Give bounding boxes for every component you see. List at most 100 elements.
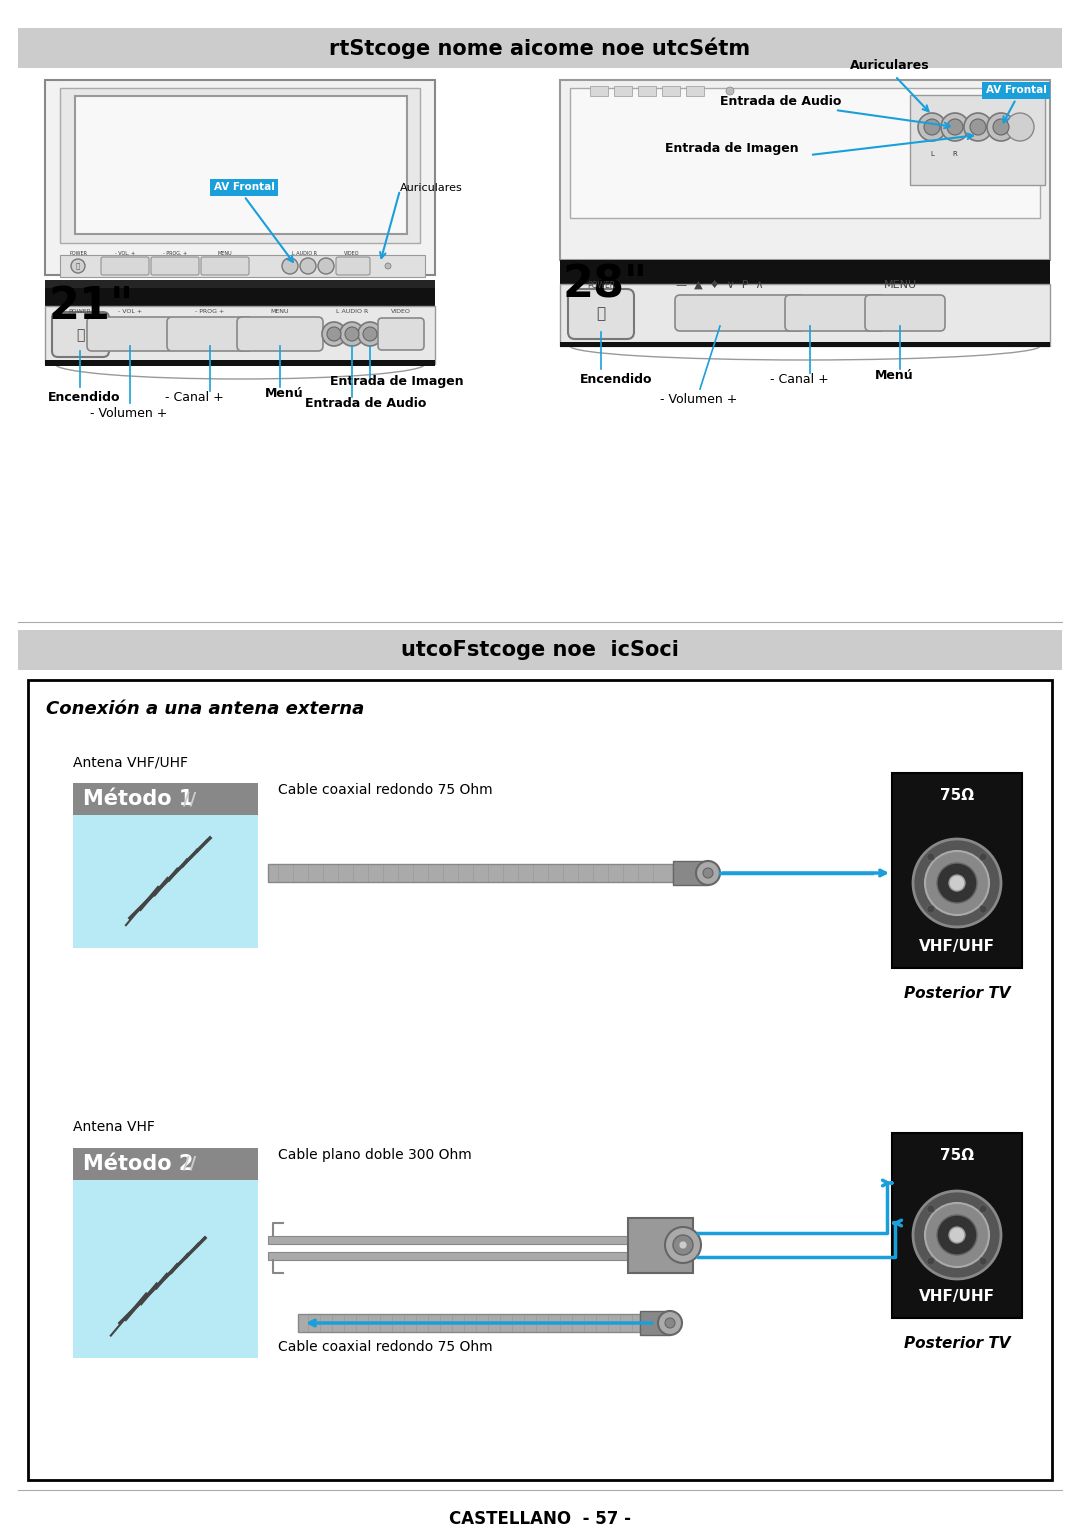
Text: utcoFstcoge noe  icSoci: utcoFstcoge noe icSoci: [401, 640, 679, 660]
Circle shape: [927, 1206, 935, 1213]
Bar: [627, 1218, 693, 1273]
Circle shape: [1005, 113, 1034, 141]
Text: L: L: [930, 151, 934, 157]
Circle shape: [322, 322, 346, 345]
Text: Método 1: Método 1: [83, 788, 193, 808]
Circle shape: [340, 322, 364, 345]
Text: Entrada de Imagen: Entrada de Imagen: [330, 374, 463, 388]
Bar: [982, 83, 1050, 99]
Text: Conexión a una antena externa: Conexión a una antena externa: [46, 700, 364, 718]
Text: ⏻: ⏻: [76, 329, 84, 342]
Bar: [45, 280, 435, 306]
Bar: [298, 1314, 640, 1332]
FancyBboxPatch shape: [568, 289, 634, 339]
Circle shape: [980, 1206, 987, 1213]
Bar: [28, 680, 1052, 1481]
Text: 75Ω: 75Ω: [940, 787, 974, 802]
FancyBboxPatch shape: [167, 316, 253, 351]
Circle shape: [318, 258, 334, 274]
Text: 28": 28": [562, 264, 647, 307]
Text: rtStcoge nome aicome noe utcSétm: rtStcoge nome aicome noe utcSétm: [329, 37, 751, 58]
Bar: [18, 630, 1062, 669]
Circle shape: [993, 119, 1009, 134]
Text: AV Frontal: AV Frontal: [214, 182, 274, 193]
Text: VHF/UHF: VHF/UHF: [919, 938, 995, 953]
Circle shape: [71, 260, 85, 274]
Text: Posterior TV: Posterior TV: [904, 1335, 1010, 1351]
Circle shape: [987, 113, 1015, 141]
FancyBboxPatch shape: [336, 257, 370, 275]
Bar: [892, 773, 1022, 969]
Circle shape: [696, 860, 720, 885]
Circle shape: [384, 263, 391, 269]
Text: Cable plano doble 300 Ohm: Cable plano doble 300 Ohm: [278, 1148, 472, 1161]
Circle shape: [918, 113, 946, 141]
Text: R: R: [953, 151, 957, 157]
Bar: [640, 1311, 670, 1335]
Circle shape: [703, 868, 713, 879]
Bar: [75, 96, 407, 234]
Text: //: //: [183, 1155, 197, 1174]
Text: - VOL +: - VOL +: [118, 309, 143, 313]
Text: 21": 21": [48, 286, 133, 329]
Circle shape: [913, 839, 1001, 927]
Text: POWER: POWER: [69, 251, 87, 257]
Text: Entrada de Audio: Entrada de Audio: [305, 397, 427, 410]
Text: CASTELLANO  - 57 -: CASTELLANO - 57 -: [449, 1510, 631, 1528]
Bar: [673, 860, 708, 885]
FancyBboxPatch shape: [675, 295, 805, 332]
Text: Cable coaxial redondo 75 Ohm: Cable coaxial redondo 75 Ohm: [278, 782, 492, 798]
Circle shape: [927, 1258, 935, 1265]
Circle shape: [937, 1215, 977, 1254]
Bar: [45, 361, 435, 367]
Circle shape: [726, 87, 734, 95]
Text: //: //: [183, 790, 197, 808]
Text: Entrada de Imagen: Entrada de Imagen: [665, 142, 798, 154]
Circle shape: [949, 1227, 966, 1242]
Circle shape: [927, 853, 935, 860]
Circle shape: [357, 322, 382, 345]
Text: Encendido: Encendido: [580, 373, 652, 387]
Text: - Volumen +: - Volumen +: [660, 393, 738, 406]
Bar: [268, 1251, 627, 1261]
FancyBboxPatch shape: [378, 318, 424, 350]
Text: —  ▲  ♦  ∨  P  ∧: — ▲ ♦ ∨ P ∧: [676, 280, 764, 290]
Bar: [268, 863, 673, 882]
Text: Antena VHF/UHF: Antena VHF/UHF: [73, 755, 188, 769]
FancyBboxPatch shape: [87, 316, 173, 351]
Text: MENU: MENU: [271, 309, 289, 313]
Bar: [60, 255, 426, 277]
Bar: [892, 1132, 1022, 1319]
Bar: [570, 89, 1040, 219]
Text: - PROG +: - PROG +: [195, 309, 225, 313]
Text: - Volumen +: - Volumen +: [90, 406, 167, 420]
Circle shape: [665, 1319, 675, 1328]
Circle shape: [679, 1241, 687, 1248]
Text: L AUDIO R: L AUDIO R: [293, 251, 318, 257]
Circle shape: [927, 905, 935, 914]
Bar: [662, 86, 680, 96]
Text: Cable coaxial redondo 75 Ohm: Cable coaxial redondo 75 Ohm: [278, 1340, 492, 1354]
Bar: [18, 28, 1062, 69]
Circle shape: [924, 119, 940, 134]
Circle shape: [949, 876, 966, 891]
FancyBboxPatch shape: [201, 257, 249, 275]
Circle shape: [924, 851, 989, 915]
Bar: [561, 260, 1050, 284]
Text: 75Ω: 75Ω: [940, 1148, 974, 1163]
Circle shape: [980, 905, 987, 914]
Bar: [45, 306, 435, 364]
Text: ⏻: ⏻: [76, 263, 80, 269]
Text: Posterior TV: Posterior TV: [904, 986, 1010, 1001]
Circle shape: [913, 1190, 1001, 1279]
Circle shape: [327, 327, 341, 341]
Text: MENU: MENU: [218, 251, 232, 257]
Text: Encendido: Encendido: [48, 391, 121, 403]
Bar: [45, 280, 435, 287]
Bar: [73, 782, 258, 814]
FancyBboxPatch shape: [102, 257, 149, 275]
Bar: [73, 1148, 258, 1358]
Text: Método 2: Método 2: [83, 1154, 193, 1174]
FancyBboxPatch shape: [52, 312, 109, 358]
Bar: [561, 284, 1050, 345]
